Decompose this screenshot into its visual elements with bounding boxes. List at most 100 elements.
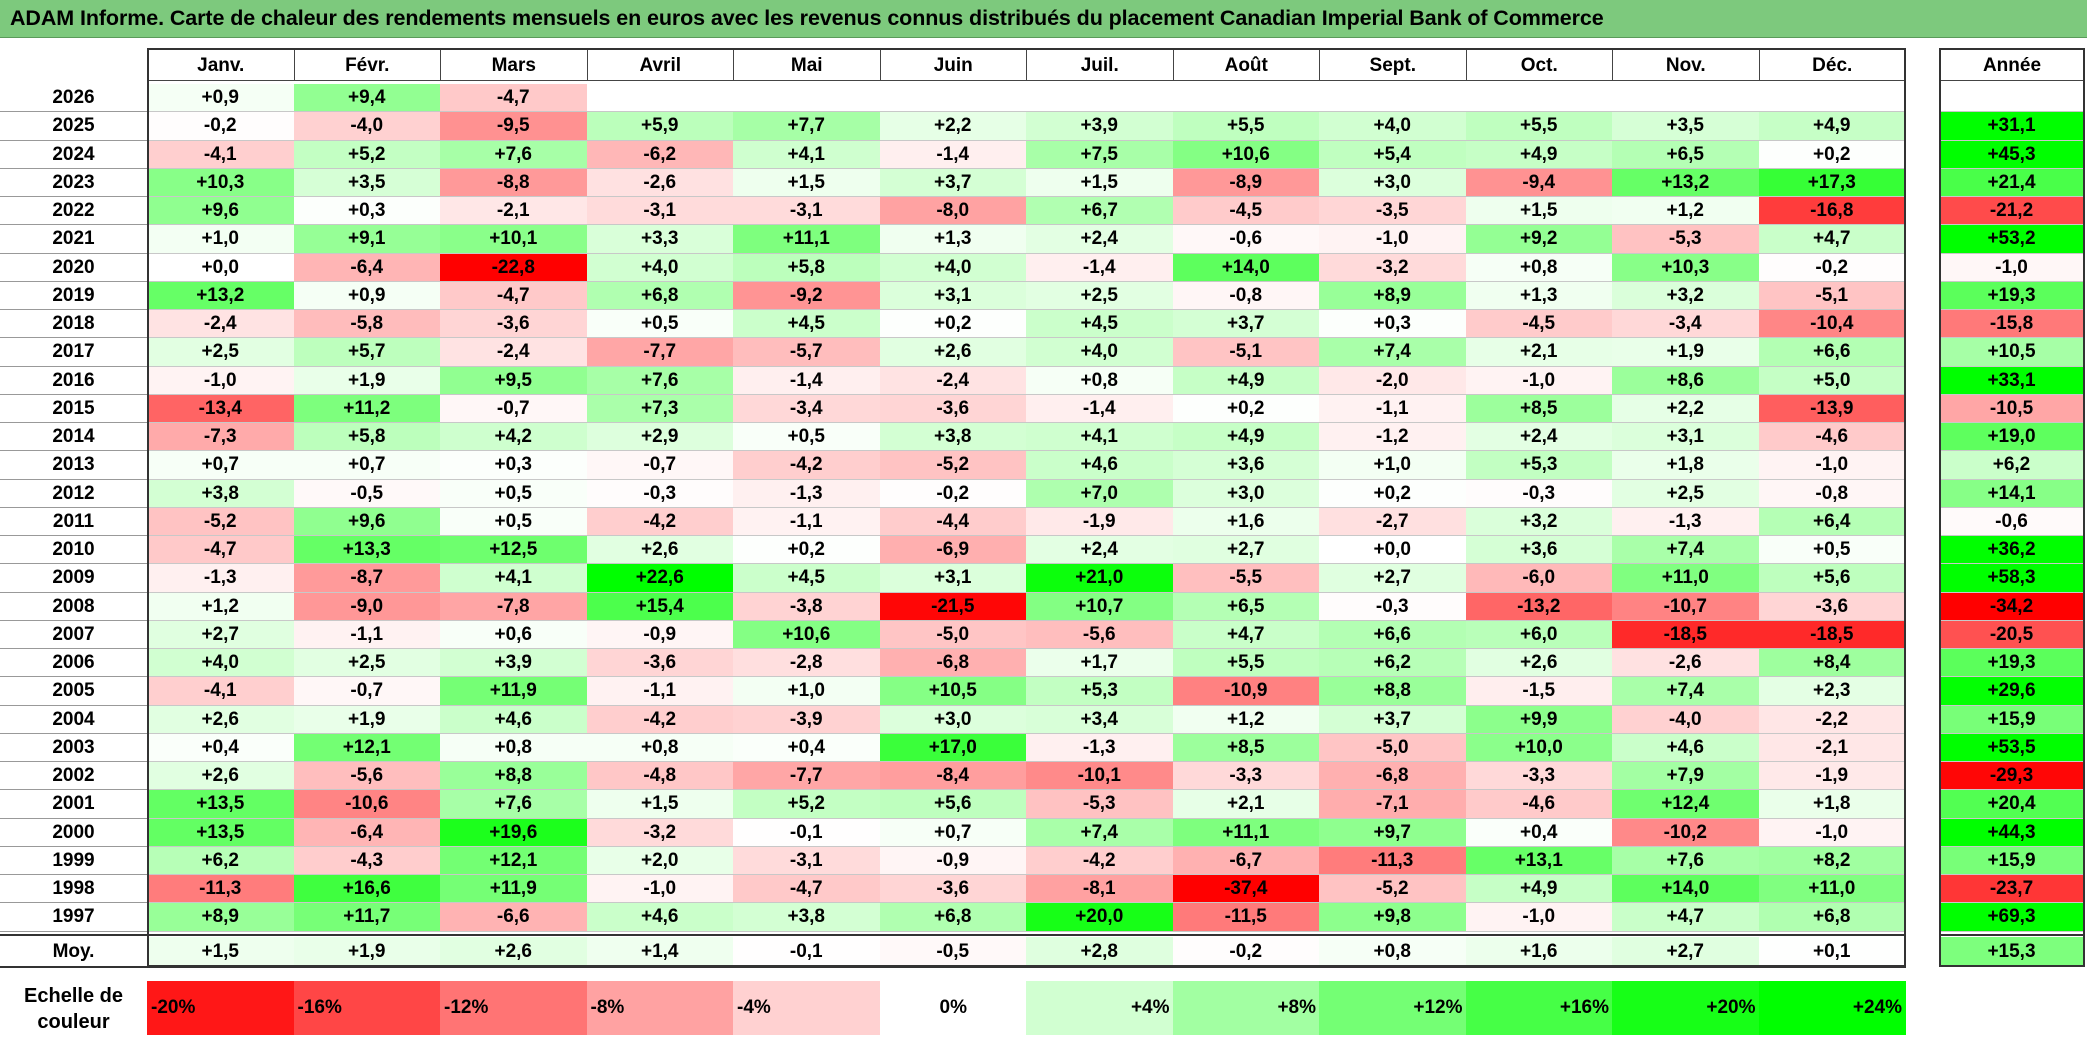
- heatmap-cell: +0,9: [293, 281, 441, 310]
- heatmap-cell: -7,1: [1319, 790, 1467, 819]
- heatmap-cell: [879, 84, 1027, 113]
- year-label: 2019: [0, 281, 147, 310]
- heatmap-cell: +7,4: [1319, 338, 1467, 367]
- annual-cell: -10,5: [1939, 394, 2085, 423]
- heatmap-cell: -8,9: [1172, 168, 1320, 197]
- average-separator: [0, 933, 1906, 936]
- month-header: Oct.: [1465, 48, 1613, 81]
- average-cell: -0,5: [879, 936, 1027, 967]
- heatmap-cell: +5,0: [1758, 366, 1906, 395]
- heatmap-cell: +7,4: [1612, 677, 1760, 706]
- annual-cell: +20,4: [1939, 790, 2085, 819]
- heatmap-cell: +11,9: [440, 875, 588, 904]
- heatmap-cell: +5,3: [1465, 451, 1613, 480]
- heatmap-cell: -2,7: [1319, 507, 1467, 536]
- heatmap-cell: -5,2: [1319, 875, 1467, 904]
- annual-cell: +53,5: [1939, 733, 2085, 762]
- heatmap-cell: +9,9: [1465, 705, 1613, 734]
- heatmap-cell: +12,5: [440, 536, 588, 565]
- heatmap-cell: -4,6: [1465, 790, 1613, 819]
- year-label: 2021: [0, 225, 147, 254]
- heatmap-cell: -0,9: [879, 846, 1027, 875]
- heatmap-cell: +7,6: [1612, 846, 1760, 875]
- heatmap-cell: +0,5: [440, 479, 588, 508]
- year-label: 2008: [0, 592, 147, 621]
- heatmap-cell: +2,2: [879, 112, 1027, 141]
- heatmap-cell: +6,4: [1758, 507, 1906, 536]
- heatmap-cell: +0,8: [586, 733, 734, 762]
- heatmap-cell: -4,7: [440, 84, 588, 113]
- heatmap-cell: +1,0: [733, 677, 881, 706]
- heatmap-cell: +3,0: [1172, 479, 1320, 508]
- heatmap-cell: +7,4: [1612, 536, 1760, 565]
- annual-cell: -20,5: [1939, 620, 2085, 649]
- heatmap-cell: +1,7: [1026, 649, 1174, 678]
- year-label: 2026: [0, 84, 147, 113]
- annual-cell: +31,1: [1939, 112, 2085, 141]
- heatmap-cell: +17,0: [879, 733, 1027, 762]
- heatmap-cell: -1,1: [586, 677, 734, 706]
- heatmap-cell: +10,6: [733, 620, 881, 649]
- heatmap-cell: +13,5: [147, 818, 295, 847]
- heatmap-cell: -6,0: [1465, 564, 1613, 593]
- color-scale-swatch: -12%: [440, 981, 588, 1035]
- heatmap-cell: +2,3: [1758, 677, 1906, 706]
- year-label: 2003: [0, 733, 147, 762]
- heatmap-cell: +0,3: [1319, 310, 1467, 339]
- heatmap-cell: -7,7: [586, 338, 734, 367]
- heatmap-cell: -4,4: [879, 507, 1027, 536]
- heatmap-cell: +8,4: [1758, 649, 1906, 678]
- heatmap-cell: +9,7: [1319, 818, 1467, 847]
- heatmap-cell: +0,5: [733, 423, 881, 452]
- annual-cell: -23,7: [1939, 875, 2085, 904]
- color-scale-swatch: +4%: [1026, 981, 1174, 1035]
- heatmap-cell: +4,9: [1758, 112, 1906, 141]
- heatmap-cell: -2,8: [733, 649, 881, 678]
- heatmap-cell: +11,0: [1612, 564, 1760, 593]
- heatmap-cell: +2,1: [1172, 790, 1320, 819]
- year-label: 2025: [0, 112, 147, 141]
- heatmap-cell: -3,3: [1172, 762, 1320, 791]
- heatmap-cell: -1,3: [147, 564, 295, 593]
- heatmap-cell: +1,3: [879, 225, 1027, 254]
- heatmap-cell: +0,7: [293, 451, 441, 480]
- heatmap-cell: -1,0: [1465, 903, 1613, 932]
- heatmap-cell: +5,6: [879, 790, 1027, 819]
- heatmap-cell: +21,0: [1026, 564, 1174, 593]
- heatmap-cell: +6,7: [1026, 197, 1174, 226]
- heatmap-cell: -1,0: [1465, 366, 1613, 395]
- heatmap-cell: +4,0: [1026, 338, 1174, 367]
- heatmap-cell: -10,2: [1612, 818, 1760, 847]
- heatmap-cell: -5,8: [293, 310, 441, 339]
- heatmap-cell: [1465, 84, 1613, 113]
- heatmap-cell: +4,6: [1612, 733, 1760, 762]
- heatmap-cell: +8,8: [1319, 677, 1467, 706]
- heatmap-cell: +6,5: [1172, 592, 1320, 621]
- heatmap-cell: +2,2: [1612, 394, 1760, 423]
- heatmap-cell: -4,7: [147, 536, 295, 565]
- heatmap-cell: +17,3: [1758, 168, 1906, 197]
- heatmap-cell: -21,5: [879, 592, 1027, 621]
- heatmap-cell: +3,0: [1319, 168, 1467, 197]
- heatmap-cell: +0,8: [1026, 366, 1174, 395]
- heatmap-cell: +0,8: [440, 733, 588, 762]
- heatmap-cell: -6,2: [586, 140, 734, 169]
- heatmap-cell: +5,3: [1026, 677, 1174, 706]
- month-header: Juil.: [1026, 48, 1174, 81]
- heatmap-cell: +13,5: [147, 790, 295, 819]
- heatmap-cell: -6,4: [293, 253, 441, 282]
- heatmap-cell: +3,7: [879, 168, 1027, 197]
- month-header: Févr.: [293, 48, 441, 81]
- heatmap-cell: +9,6: [147, 197, 295, 226]
- heatmap-cell: +6,8: [1758, 903, 1906, 932]
- heatmap-cell: -3,6: [440, 310, 588, 339]
- heatmap-cell: +4,6: [1026, 451, 1174, 480]
- heatmap-cell: -0,2: [147, 112, 295, 141]
- year-label: 2001: [0, 790, 147, 819]
- annual-cell: +15,9: [1939, 846, 2085, 875]
- average-cell: +2,7: [1612, 936, 1760, 967]
- heatmap-cell: -3,3: [1465, 762, 1613, 791]
- heatmap-cell: +5,5: [1465, 112, 1613, 141]
- heatmap-cell: +3,9: [440, 649, 588, 678]
- heatmap-cell: -4,5: [1172, 197, 1320, 226]
